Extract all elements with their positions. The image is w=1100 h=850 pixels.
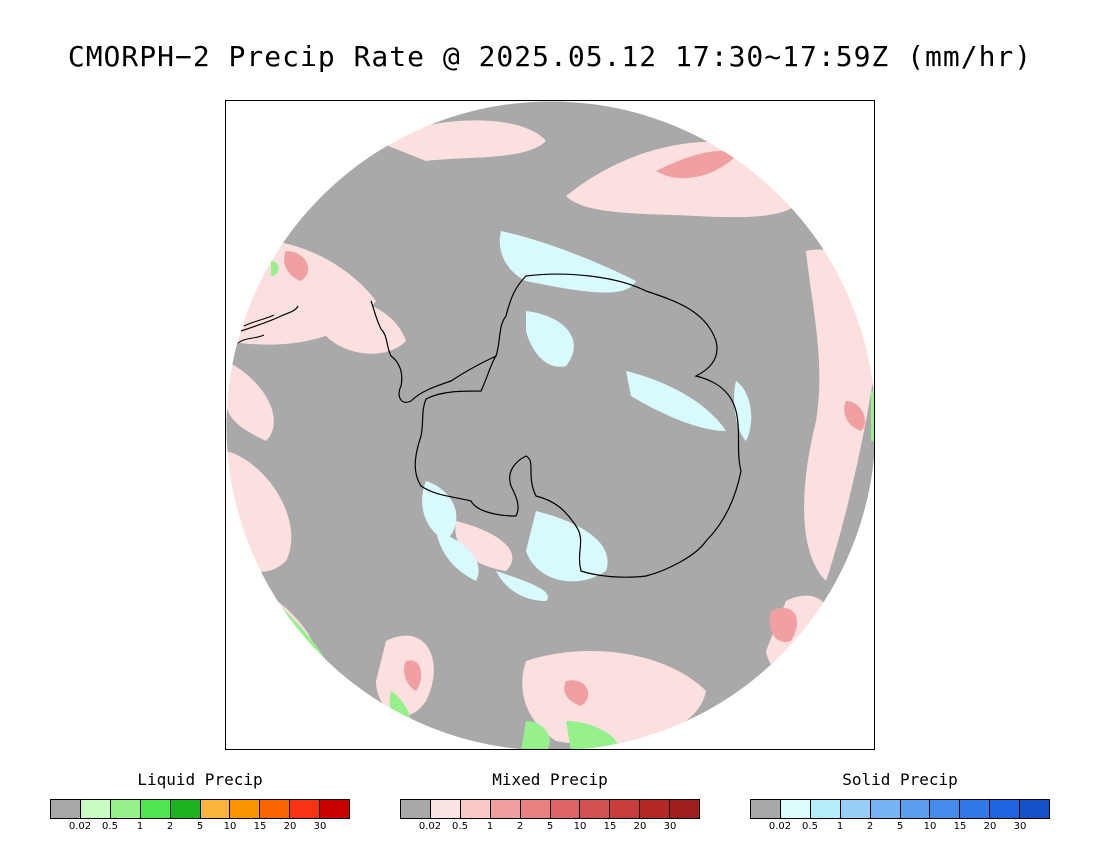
legend-tick-label: 2 bbox=[166, 821, 174, 832]
legend-tick-label: 20 bbox=[283, 821, 297, 832]
legend-swatch bbox=[840, 800, 871, 818]
legend-tick-label: 10 bbox=[573, 821, 587, 832]
legend-swatch bbox=[520, 800, 551, 818]
legend-swatch bbox=[930, 800, 961, 818]
legend-tick-label: 10 bbox=[223, 821, 237, 832]
legend-ticks: 0.02 0.5 1 2 5 10 15 20 30 bbox=[400, 821, 700, 835]
legend-title: Liquid Precip bbox=[137, 770, 263, 789]
legend-swatch bbox=[200, 800, 231, 818]
legend-swatch bbox=[610, 800, 641, 818]
polar-map-canvas bbox=[226, 101, 874, 749]
legend-swatch bbox=[460, 800, 491, 818]
legend-swatch bbox=[1020, 800, 1050, 818]
legend-tick-label: 0.5 bbox=[452, 821, 468, 832]
legend-liquid-precip: Liquid Precip 0.02 0.5 1 2 5 10 15 20 30 bbox=[50, 770, 350, 835]
legend-swatch bbox=[960, 800, 991, 818]
legend-swatch bbox=[290, 800, 321, 818]
map-background-disk bbox=[226, 101, 874, 749]
legend-tick-label: 1 bbox=[836, 821, 844, 832]
antarctic-peninsula bbox=[370, 300, 497, 403]
legend-title: Mixed Precip bbox=[492, 770, 608, 789]
legend-swatch bbox=[870, 800, 901, 818]
legend-colorbar bbox=[400, 799, 700, 819]
legend-swatch bbox=[230, 800, 261, 818]
legend-ticks: 0.02 0.5 1 2 5 10 15 20 30 bbox=[50, 821, 350, 835]
legend-swatch bbox=[990, 800, 1021, 818]
map-title: CMORPH−2 Precip Rate @ 2025.05.12 17:30~… bbox=[67, 40, 1033, 73]
south-america-coastline bbox=[240, 305, 299, 332]
legend-swatch bbox=[320, 800, 350, 818]
legend-tick-label: 1 bbox=[486, 821, 494, 832]
legend-tick-label: 30 bbox=[1013, 821, 1027, 832]
legend-swatch bbox=[900, 800, 931, 818]
legend-tick-label: 0.02 bbox=[768, 821, 792, 832]
mixed-precip-heavier bbox=[284, 151, 866, 706]
legend-tick-label: 20 bbox=[983, 821, 997, 832]
legend-swatch bbox=[51, 800, 81, 818]
legend-swatch bbox=[490, 800, 521, 818]
legend-colorbar bbox=[50, 799, 350, 819]
legend-swatch bbox=[640, 800, 671, 818]
legend-swatch bbox=[670, 800, 700, 818]
legend-tick-label: 5 bbox=[196, 821, 204, 832]
antarctica-coastline bbox=[414, 273, 742, 578]
south-america-islands bbox=[237, 314, 275, 344]
legend-tick-label: 30 bbox=[313, 821, 327, 832]
legend-swatch bbox=[260, 800, 291, 818]
legend-colorbar bbox=[750, 799, 1050, 819]
legend-swatch bbox=[810, 800, 841, 818]
legend-swatch bbox=[751, 800, 781, 818]
legend-tick-label: 30 bbox=[663, 821, 677, 832]
legend-solid-precip: Solid Precip 0.02 0.5 1 2 5 10 15 20 30 bbox=[750, 770, 1050, 835]
legend-tick-label: 15 bbox=[953, 821, 967, 832]
legend-tick-label: 10 bbox=[923, 821, 937, 832]
legend-swatch bbox=[430, 800, 461, 818]
legend-tick-label: 0.5 bbox=[802, 821, 818, 832]
polar-map bbox=[225, 100, 875, 750]
legend-title: Solid Precip bbox=[842, 770, 958, 789]
legend-swatch bbox=[110, 800, 141, 818]
legend-swatch bbox=[170, 800, 201, 818]
legend-tick-label: 1 bbox=[136, 821, 144, 832]
legend-ticks: 0.02 0.5 1 2 5 10 15 20 30 bbox=[750, 821, 1050, 835]
legend-tick-label: 5 bbox=[546, 821, 554, 832]
legend-swatch bbox=[550, 800, 581, 818]
legend-swatch bbox=[401, 800, 431, 818]
legend-swatch bbox=[80, 800, 111, 818]
legend-tick-label: 0.02 bbox=[418, 821, 442, 832]
legend-tick-label: 15 bbox=[603, 821, 617, 832]
legend-tick-label: 20 bbox=[633, 821, 647, 832]
legend-swatch bbox=[580, 800, 611, 818]
legend-tick-label: 15 bbox=[253, 821, 267, 832]
legend-mixed-precip: Mixed Precip 0.02 0.5 1 2 5 10 15 20 30 bbox=[400, 770, 700, 835]
legend-tick-label: 0.5 bbox=[102, 821, 118, 832]
legend-swatch bbox=[140, 800, 171, 818]
legend-swatch bbox=[780, 800, 811, 818]
legend-tick-label: 2 bbox=[866, 821, 874, 832]
legend-tick-label: 2 bbox=[516, 821, 524, 832]
legend-tick-label: 5 bbox=[896, 821, 904, 832]
legend-tick-label: 0.02 bbox=[68, 821, 92, 832]
